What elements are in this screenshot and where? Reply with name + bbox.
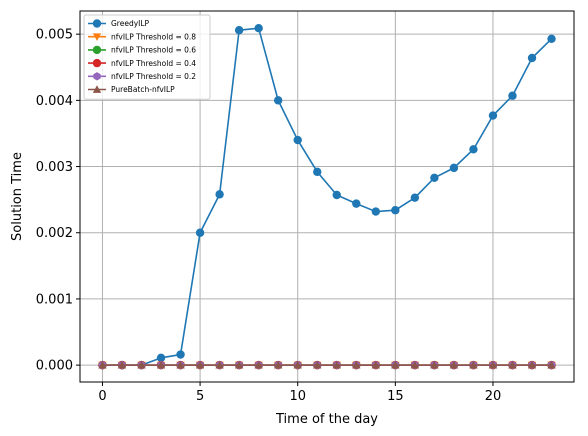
data-point (489, 111, 497, 119)
data-point (254, 24, 262, 32)
data-point (352, 199, 360, 207)
data-point (450, 164, 458, 172)
legend-label: GreedyILP (111, 19, 150, 28)
data-point (294, 136, 302, 144)
data-point (411, 193, 419, 201)
data-point (528, 54, 536, 62)
data-point (176, 350, 184, 358)
data-point (469, 145, 477, 153)
data-point (235, 26, 243, 34)
data-point (196, 229, 204, 237)
legend-label: nfvILP Threshold = 0.8 (111, 32, 196, 41)
y-tick-label: 0.002 (36, 226, 73, 241)
legend-item: GreedyILP (88, 19, 150, 28)
data-point (215, 190, 223, 198)
data-point (391, 206, 399, 214)
legend-label: nfvILP Threshold = 0.4 (111, 59, 196, 68)
legend-marker (93, 19, 101, 27)
x-tick-label: 20 (485, 389, 502, 404)
legend: GreedyILP nfvILP Threshold = 0.8 nfvILP Th… (84, 15, 210, 99)
y-tick-label: 0.001 (36, 292, 73, 307)
data-point (508, 92, 516, 100)
y-tick-label: 0.005 (36, 28, 73, 43)
data-point (547, 35, 555, 43)
data-point (372, 207, 380, 215)
x-tick-label: 10 (289, 389, 306, 404)
legend-label: PureBatch-nfvILP (111, 85, 175, 94)
x-axis-label: Time of the day (275, 412, 378, 427)
data-point (274, 96, 282, 104)
x-tick-label: 5 (196, 389, 204, 404)
legend-marker (93, 59, 101, 67)
data-point (333, 191, 341, 199)
x-tick-label: 15 (387, 389, 404, 404)
data-point (430, 174, 438, 182)
y-tick-label: 0.003 (36, 160, 73, 175)
y-axis-label: Solution Time (10, 152, 25, 241)
y-tick-label: 0.004 (36, 94, 73, 109)
data-point (157, 354, 165, 362)
legend-marker (93, 46, 101, 54)
x-tick-label: 0 (98, 389, 106, 404)
data-point (313, 168, 321, 176)
legend-label: nfvILP Threshold = 0.6 (111, 46, 196, 55)
y-tick-label: 0.000 (36, 359, 73, 374)
legend-label: nfvILP Threshold = 0.2 (111, 72, 196, 81)
